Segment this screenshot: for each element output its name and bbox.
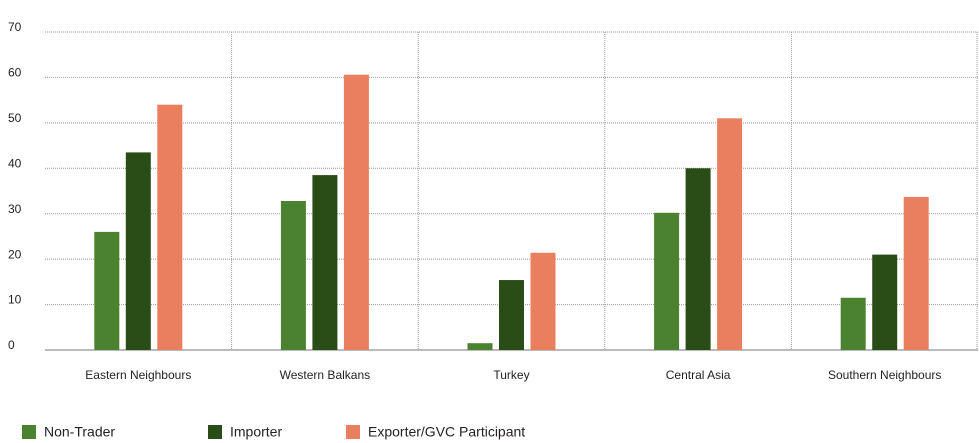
bar [872, 254, 898, 350]
x-tick-label: Western Balkans [280, 368, 371, 382]
bar [280, 200, 306, 350]
y-tick-label: 30 [8, 202, 22, 216]
legend-label: Exporter/GVC Participant [368, 424, 525, 440]
bar [343, 74, 369, 351]
y-tick-label: 70 [8, 20, 22, 34]
x-tick-label: Eastern Neighbours [85, 368, 191, 382]
legend-swatch [346, 425, 360, 439]
y-tick-label: 50 [8, 111, 22, 125]
y-tick-label: 20 [8, 247, 22, 261]
bar [499, 280, 524, 350]
bar [717, 118, 743, 350]
legend-label: Importer [230, 424, 282, 440]
legend-label: Non-Trader [44, 424, 115, 440]
bar [312, 175, 338, 350]
bar [840, 297, 866, 350]
bar [685, 168, 711, 350]
bar [654, 212, 680, 350]
bar [94, 231, 120, 350]
y-tick-label: 0 [8, 338, 15, 352]
bar [157, 104, 183, 350]
x-tick-label: Central Asia [666, 368, 731, 382]
y-tick-label: 60 [8, 66, 22, 80]
bar [903, 196, 929, 350]
y-tick-label: 40 [8, 156, 22, 170]
x-tick-label: Turkey [493, 368, 529, 382]
x-tick-label: Southern Neighbours [828, 368, 941, 382]
legend-swatch [208, 425, 222, 439]
bar [467, 343, 493, 350]
bar [530, 252, 556, 350]
bar [125, 152, 151, 350]
y-tick-label: 10 [8, 293, 22, 307]
legend-swatch [22, 425, 36, 439]
